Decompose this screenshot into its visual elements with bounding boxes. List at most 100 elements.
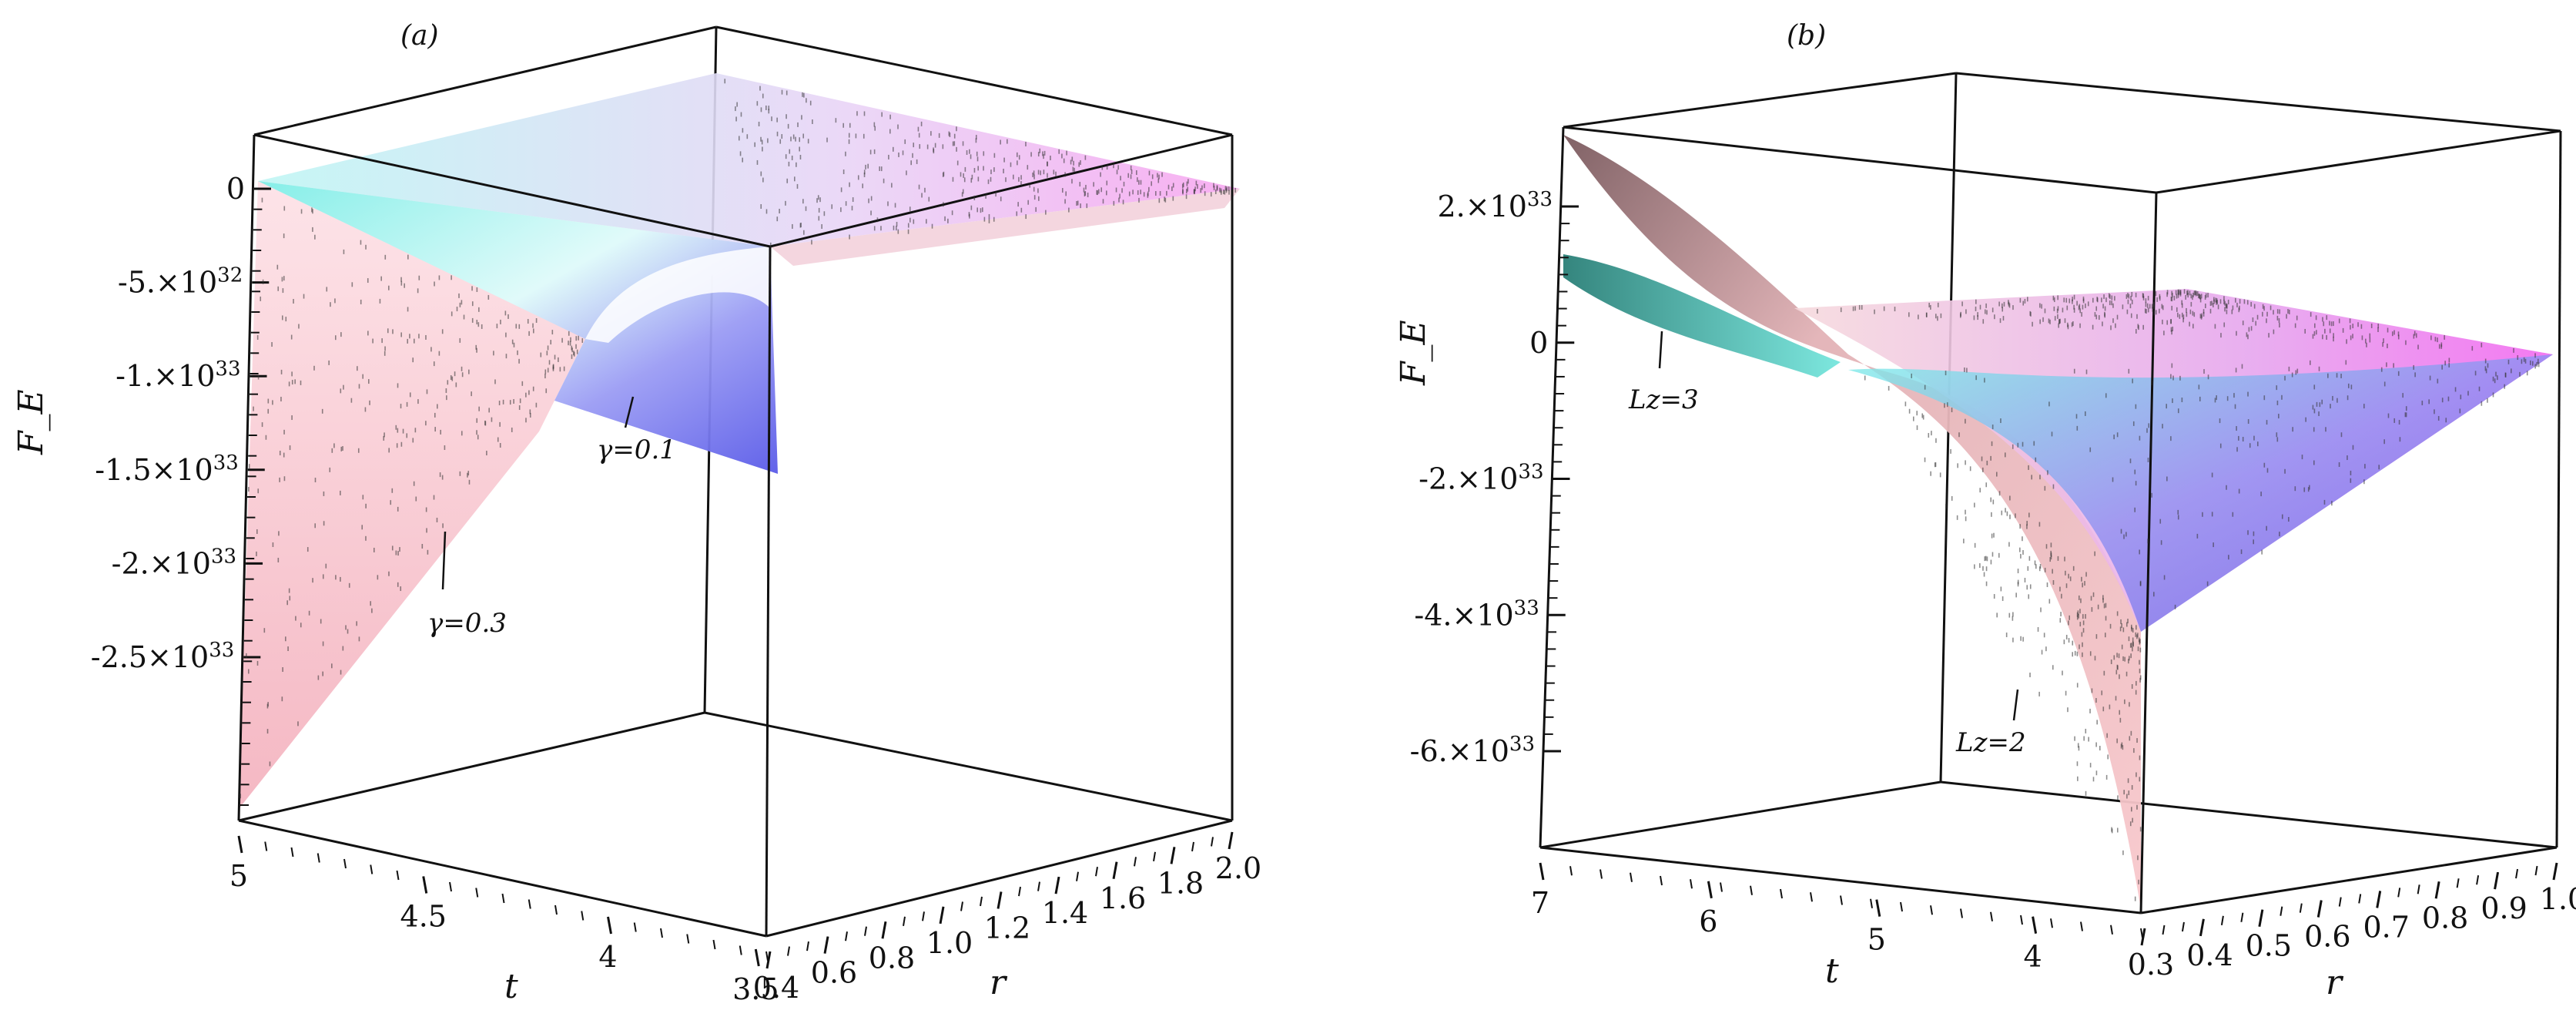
r-minor-tick <box>2437 881 2440 891</box>
box-edge <box>253 133 771 248</box>
surface-lz-3-edge <box>1563 254 1841 378</box>
panel-b-box-front <box>1539 126 2562 915</box>
t-tick-label: 5 <box>1868 923 1886 957</box>
surface-gamma-0-1-top <box>258 73 1240 247</box>
r-minor-tick <box>1037 881 1040 891</box>
t-minor-tick <box>1690 879 1693 889</box>
t-tick-label: 6 <box>1699 904 1717 938</box>
t-minor-tick <box>1810 892 1813 902</box>
z-tick-label: -4.×1033 <box>1414 596 1539 632</box>
r-tick-label: 0.8 <box>2422 901 2468 935</box>
t-minor-tick <box>712 939 716 950</box>
surface-mesh-dots <box>240 197 584 799</box>
r-minor-tick <box>1095 867 1098 877</box>
r-tick-label: 0.6 <box>811 956 857 990</box>
t-minor-tick <box>317 853 320 863</box>
r-minor-tick <box>2162 925 2166 935</box>
r-tick-label: 0.4 <box>753 971 799 1005</box>
t-minor-tick <box>2110 925 2113 935</box>
box-edge <box>2555 130 2562 848</box>
r-minor-tick <box>1191 841 1194 852</box>
surface-gamma-0-3 <box>239 181 770 809</box>
r-minor-tick <box>2142 928 2146 938</box>
r-minor-tick <box>1114 861 1117 871</box>
annotation-leader-lz-3 <box>1658 331 1663 369</box>
r-minor-tick <box>980 896 983 907</box>
t-minor-tick <box>343 858 347 869</box>
t-minor-tick <box>1870 898 1873 908</box>
r-minor-tick <box>845 931 848 941</box>
r-tick-label: 0.8 <box>869 941 915 975</box>
r-minor-tick <box>768 951 771 962</box>
r-tick-label: 0.4 <box>2186 938 2233 972</box>
r-minor-tick <box>1018 886 1021 897</box>
r-tick-label: 2.0 <box>1215 851 1261 885</box>
r-minor-tick <box>806 941 809 951</box>
r-tick-label: 0.7 <box>2363 910 2409 944</box>
r-minor-tick <box>1153 851 1156 861</box>
t-minor-tick <box>1600 869 1603 879</box>
r-minor-tick <box>922 911 925 921</box>
z-tick-label: 2.×1033 <box>1437 188 1553 223</box>
r-minor-tick <box>2554 862 2558 873</box>
r-minor-tick <box>2220 915 2224 925</box>
r-tick-label: 0.5 <box>2246 929 2292 963</box>
panel-b-z-axis-label: F_E <box>1394 320 1433 386</box>
t-minor-tick <box>1960 908 1963 918</box>
t-minor-tick <box>1780 888 1783 899</box>
t-tick-label: 3.5 <box>732 972 779 1006</box>
box-edge <box>715 25 1233 136</box>
z-tick-label: -6.×1033 <box>1410 733 1535 768</box>
r-minor-tick <box>826 936 829 946</box>
surface-mesh-dots <box>724 79 1236 247</box>
box-edge <box>2156 129 2561 194</box>
t-minor-tick <box>2050 918 2053 928</box>
box-edge <box>765 819 1233 938</box>
r-minor-tick <box>960 901 963 911</box>
t-minor-tick <box>1930 905 1933 915</box>
r-tick-label: 1.4 <box>1042 896 1088 930</box>
t-minor-tick <box>739 945 742 955</box>
t-minor-tick <box>1990 911 1993 921</box>
z-tick-label: -2.×1033 <box>1419 461 1543 496</box>
z-tick-label: -2.×1033 <box>112 545 236 580</box>
panel-a-z-axis-label: F_E <box>12 389 51 455</box>
box-edge <box>237 134 256 821</box>
t-minor-tick <box>475 888 479 898</box>
t-tick-label: 4.5 <box>400 900 447 934</box>
r-minor-tick <box>2259 909 2263 919</box>
box-edge <box>253 25 717 136</box>
r-tick-label: 1.0 <box>926 926 973 960</box>
panel-b-label: (b) <box>1787 20 1826 52</box>
t-minor-tick <box>554 904 558 915</box>
surface-gamma-0-1 <box>258 181 778 474</box>
t-minor-tick <box>238 835 241 846</box>
t-minor-tick <box>1630 872 1633 882</box>
r-minor-tick <box>2240 912 2244 922</box>
panel-b-t-axis-label: t <box>1825 951 1839 991</box>
r-minor-tick <box>2280 906 2283 916</box>
box-edge <box>1539 126 1565 848</box>
surface-mesh-dots <box>1864 355 2540 630</box>
t-minor-tick <box>528 899 531 909</box>
t-tick-mark <box>2032 916 2038 934</box>
r-minor-tick <box>2417 884 2420 894</box>
r-minor-tick <box>1172 847 1175 857</box>
t-minor-tick <box>2020 915 2023 925</box>
r-tick-label: 0.3 <box>2128 948 2174 982</box>
r-tick-label: 1.6 <box>1100 881 1146 915</box>
annotation-gamma-0-1: γ=0.1 <box>597 435 676 465</box>
t-minor-tick <box>449 881 452 892</box>
r-minor-tick <box>2201 918 2205 929</box>
panel-a-r-axis-label: r <box>990 963 1008 1002</box>
t-tick-mark <box>1707 881 1713 899</box>
r-minor-tick <box>2534 865 2538 876</box>
t-tick-mark <box>1875 899 1881 917</box>
box-edge <box>1563 126 2157 194</box>
r-minor-tick <box>2456 878 2460 888</box>
box-edge <box>765 246 772 937</box>
r-minor-tick <box>2515 868 2519 879</box>
box-edge <box>238 711 705 822</box>
